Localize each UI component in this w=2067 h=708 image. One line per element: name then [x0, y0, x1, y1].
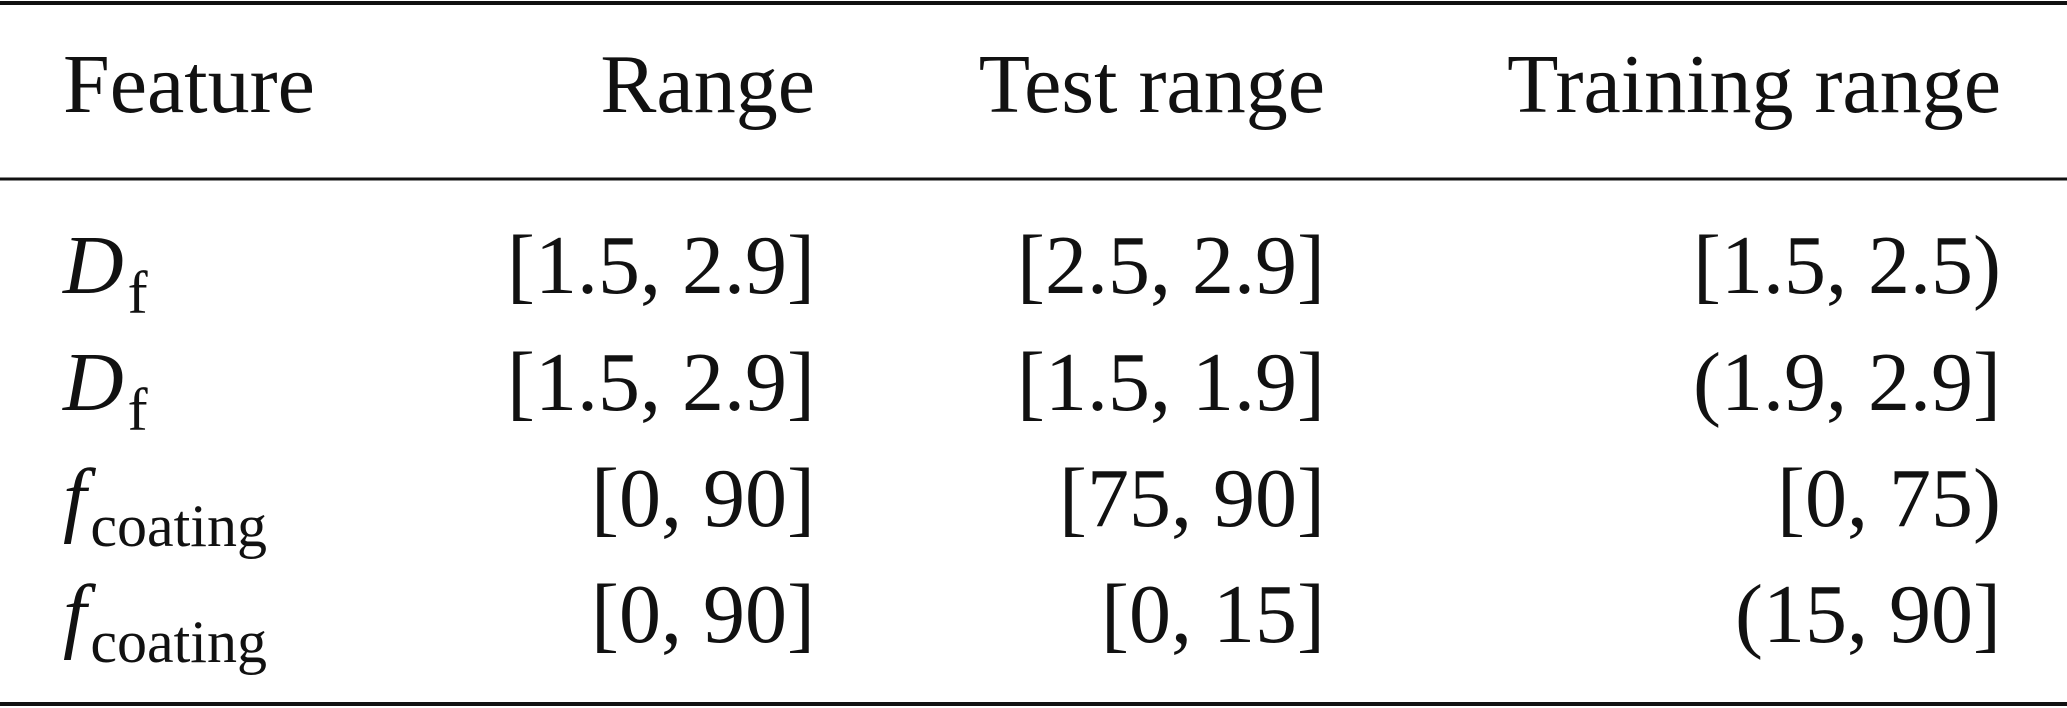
feature-cell: fcoating [63, 452, 267, 559]
feature-subscript: f [128, 377, 148, 443]
range-cell: [0, 90] [591, 568, 815, 661]
feature-cell: fcoating [63, 568, 267, 675]
feature-cell: Df [62, 336, 148, 443]
header-cell: Training range [1507, 38, 2001, 131]
feature-subscript: f [128, 260, 148, 326]
range-cell: (1.9, 2.9] [1693, 336, 2001, 429]
range-cell: [0, 75) [1777, 452, 2001, 545]
feature-subscript: coating [90, 609, 267, 675]
header-cell: Feature [63, 38, 315, 131]
range-cell: [2.5, 2.9] [1017, 219, 1325, 312]
range-cell: (15, 90] [1735, 568, 2001, 661]
range-cell: [1.5, 2.5) [1693, 219, 2001, 312]
range-cell: [1.5, 1.9] [1017, 336, 1325, 429]
range-cell: [0, 90] [591, 452, 815, 545]
range-cell: [1.5, 2.9] [507, 336, 815, 429]
header-cell: Range [600, 38, 815, 131]
range-cell: [1.5, 2.9] [507, 219, 815, 312]
header-cell: Test range [979, 38, 1325, 131]
feature-cell: Df [62, 219, 148, 326]
range-cell: [0, 15] [1101, 568, 1325, 661]
feature-subscript: coating [90, 493, 267, 559]
feature-symbol: D [62, 219, 124, 312]
feature-symbol: D [62, 336, 124, 429]
range-cell: [75, 90] [1059, 452, 1325, 545]
